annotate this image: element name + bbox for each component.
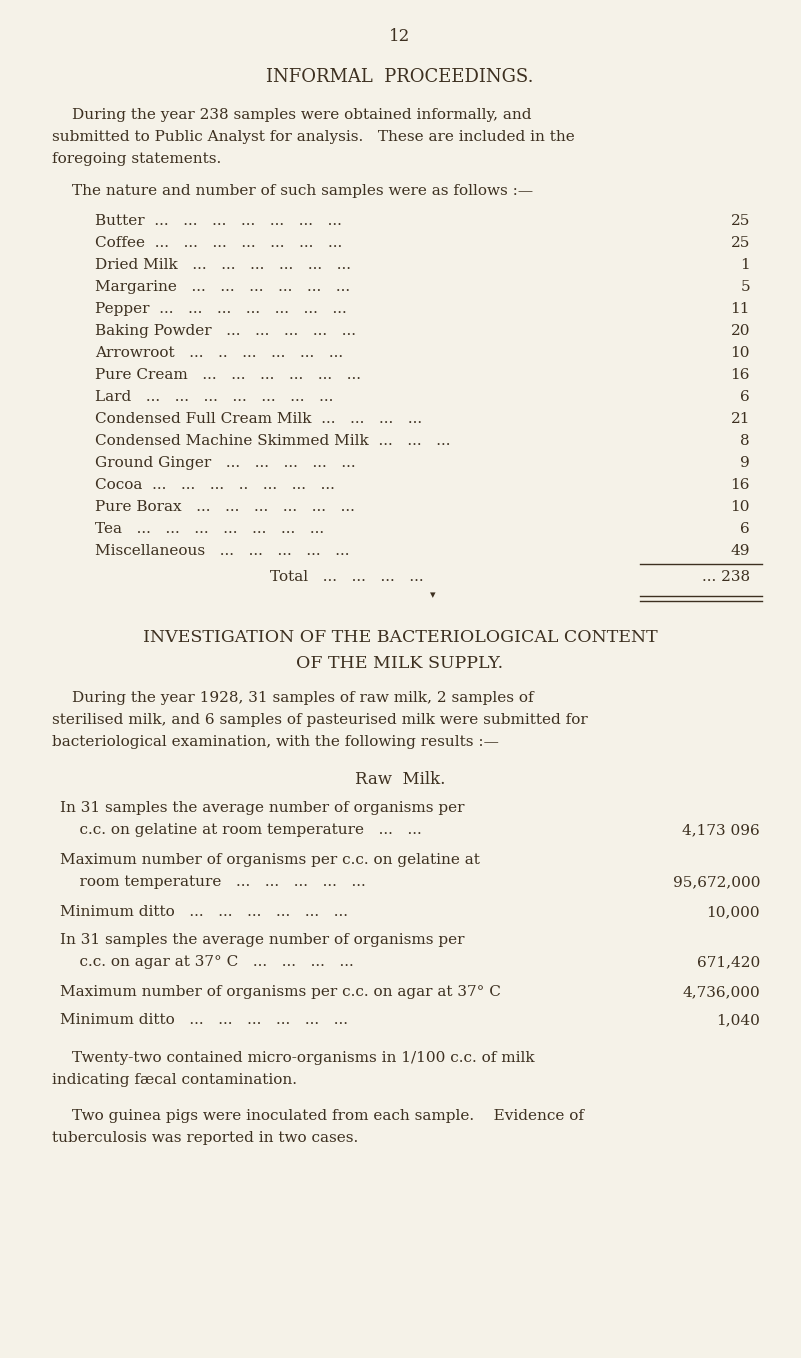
Text: Two guinea pigs were inoculated from each sample.    Evidence of: Two guinea pigs were inoculated from eac… [72, 1109, 584, 1123]
Text: Pure Borax   ...   ...   ...   ...   ...   ...: Pure Borax ... ... ... ... ... ... [95, 500, 355, 513]
Text: In 31 samples the average number of organisms per: In 31 samples the average number of orga… [60, 801, 465, 815]
Text: 49: 49 [731, 545, 750, 558]
Text: Butter  ...   ...   ...   ...   ...   ...   ...: Butter ... ... ... ... ... ... ... [95, 215, 342, 228]
Text: Pepper  ...   ...   ...   ...   ...   ...   ...: Pepper ... ... ... ... ... ... ... [95, 301, 347, 316]
Text: Tea   ...   ...   ...   ...   ...   ...   ...: Tea ... ... ... ... ... ... ... [95, 521, 324, 536]
Text: Raw  Milk.: Raw Milk. [355, 771, 445, 788]
Text: tuberculosis was reported in two cases.: tuberculosis was reported in two cases. [52, 1131, 358, 1145]
Text: 21: 21 [731, 411, 750, 426]
Text: Condensed Machine Skimmed Milk  ...   ...   ...: Condensed Machine Skimmed Milk ... ... .… [95, 435, 450, 448]
Text: Twenty-two contained micro-organisms in 1/100 c.c. of milk: Twenty-two contained micro-organisms in … [72, 1051, 534, 1065]
Text: bacteriological examination, with the following results :—: bacteriological examination, with the fo… [52, 735, 499, 750]
Text: Ground Ginger   ...   ...   ...   ...   ...: Ground Ginger ... ... ... ... ... [95, 456, 356, 470]
Text: 25: 25 [731, 236, 750, 250]
Text: Arrowroot   ...   ..   ...   ...   ...   ...: Arrowroot ... .. ... ... ... ... [95, 346, 343, 360]
Text: 671,420: 671,420 [697, 955, 760, 970]
Text: 6: 6 [740, 521, 750, 536]
Text: Condensed Full Cream Milk  ...   ...   ...   ...: Condensed Full Cream Milk ... ... ... ..… [95, 411, 422, 426]
Text: Minimum ditto   ...   ...   ...   ...   ...   ...: Minimum ditto ... ... ... ... ... ... [60, 904, 348, 919]
Text: Lard   ...   ...   ...   ...   ...   ...   ...: Lard ... ... ... ... ... ... ... [95, 390, 333, 403]
Text: Dried Milk   ...   ...   ...   ...   ...   ...: Dried Milk ... ... ... ... ... ... [95, 258, 351, 272]
Text: 95,672,000: 95,672,000 [673, 875, 760, 889]
Text: Cocoa  ...   ...   ...   ..   ...   ...   ...: Cocoa ... ... ... .. ... ... ... [95, 478, 335, 492]
Text: submitted to Public Analyst for analysis.   These are included in the: submitted to Public Analyst for analysis… [52, 130, 575, 144]
Text: Pure Cream   ...   ...   ...   ...   ...   ...: Pure Cream ... ... ... ... ... ... [95, 368, 361, 382]
Text: foregoing statements.: foregoing statements. [52, 152, 221, 166]
Text: 25: 25 [731, 215, 750, 228]
Text: The nature and number of such samples were as follows :—: The nature and number of such samples we… [72, 183, 533, 198]
Text: ... 238: ... 238 [702, 570, 750, 584]
Text: During the year 238 samples were obtained informally, and: During the year 238 samples were obtaine… [72, 109, 532, 122]
Text: Baking Powder   ...   ...   ...   ...   ...: Baking Powder ... ... ... ... ... [95, 325, 356, 338]
Text: Total   ...   ...   ...   ...: Total ... ... ... ... [270, 570, 424, 584]
Text: OF THE MILK SUPPLY.: OF THE MILK SUPPLY. [296, 655, 504, 672]
Text: room temperature   ...   ...   ...   ...   ...: room temperature ... ... ... ... ... [60, 875, 366, 889]
Text: Minimum ditto   ...   ...   ...   ...   ...   ...: Minimum ditto ... ... ... ... ... ... [60, 1013, 348, 1027]
Text: 1,040: 1,040 [716, 1013, 760, 1027]
Text: Maximum number of organisms per c.c. on agar at 37° C: Maximum number of organisms per c.c. on … [60, 985, 501, 999]
Text: 10: 10 [731, 346, 750, 360]
Text: c.c. on gelatine at room temperature   ...   ...: c.c. on gelatine at room temperature ...… [60, 823, 422, 837]
Text: During the year 1928, 31 samples of raw milk, 2 samples of: During the year 1928, 31 samples of raw … [72, 691, 533, 705]
Text: INFORMAL  PROCEEDINGS.: INFORMAL PROCEEDINGS. [266, 68, 533, 86]
Text: 4,736,000: 4,736,000 [682, 985, 760, 999]
Text: 5: 5 [740, 280, 750, 293]
Text: 1: 1 [740, 258, 750, 272]
Text: 16: 16 [731, 368, 750, 382]
Text: Coffee  ...   ...   ...   ...   ...   ...   ...: Coffee ... ... ... ... ... ... ... [95, 236, 342, 250]
Text: 20: 20 [731, 325, 750, 338]
Text: 11: 11 [731, 301, 750, 316]
Text: 12: 12 [389, 29, 411, 45]
Text: 10,000: 10,000 [706, 904, 760, 919]
Text: 6: 6 [740, 390, 750, 403]
Text: Maximum number of organisms per c.c. on gelatine at: Maximum number of organisms per c.c. on … [60, 853, 480, 866]
Text: In 31 samples the average number of organisms per: In 31 samples the average number of orga… [60, 933, 465, 947]
Text: ▾: ▾ [430, 589, 436, 600]
Text: 16: 16 [731, 478, 750, 492]
Text: 10: 10 [731, 500, 750, 513]
Text: INVESTIGATION OF THE BACTERIOLOGICAL CONTENT: INVESTIGATION OF THE BACTERIOLOGICAL CON… [143, 629, 658, 646]
Text: c.c. on agar at 37° C   ...   ...   ...   ...: c.c. on agar at 37° C ... ... ... ... [60, 955, 354, 970]
Text: 9: 9 [740, 456, 750, 470]
Text: Margarine   ...   ...   ...   ...   ...   ...: Margarine ... ... ... ... ... ... [95, 280, 350, 293]
Text: indicating fæcal contamination.: indicating fæcal contamination. [52, 1073, 297, 1086]
Text: sterilised milk, and 6 samples of pasteurised milk were submitted for: sterilised milk, and 6 samples of pasteu… [52, 713, 588, 727]
Text: 8: 8 [740, 435, 750, 448]
Text: Miscellaneous   ...   ...   ...   ...   ...: Miscellaneous ... ... ... ... ... [95, 545, 349, 558]
Text: 4,173 096: 4,173 096 [682, 823, 760, 837]
